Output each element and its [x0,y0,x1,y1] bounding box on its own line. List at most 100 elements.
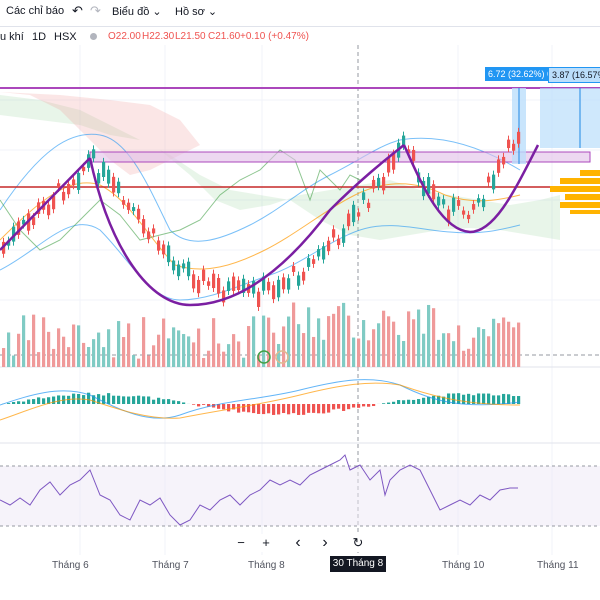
candle [512,143,516,151]
reset-icon[interactable]: ↻ [349,534,367,552]
volume-bar [362,320,366,367]
candle [337,238,341,246]
volume-bar [257,355,261,367]
candle [357,212,361,217]
volume-bar [357,338,361,367]
volume-bar [202,358,206,367]
macd-bar [112,395,116,404]
volume-bar [162,318,166,367]
macd-bar [362,404,366,407]
macd-bar [402,400,406,404]
volume-bar [22,315,26,367]
candle [287,278,291,290]
volume-bar [452,341,456,367]
volume-bar [482,329,486,367]
volume-bar [367,340,371,367]
candle [327,240,331,252]
candle [322,246,326,260]
volume-bar [467,348,471,367]
macd-bar [192,404,196,405]
candle [402,135,406,146]
candle [122,200,126,205]
candle [212,273,216,289]
macd-bar [367,404,371,407]
candle [102,161,106,177]
scroll-left-button[interactable]: ‹ [289,534,307,552]
volume-bar [212,318,216,367]
candle [362,192,366,200]
volume-bar [87,346,91,367]
x-axis-label: Tháng 10 [442,560,485,571]
macd-bar [27,399,31,404]
volume-bar [477,327,481,367]
macd-bar [312,404,316,413]
undo-icon[interactable]: ↶ [72,3,83,18]
candle [462,210,466,215]
volume-bar [442,333,446,367]
macd-bar [292,404,296,414]
indicators-button[interactable]: Các chỉ báo [6,5,65,17]
macd-bar [87,392,91,404]
volume-bar [117,321,121,367]
volume-bar [402,340,406,367]
candle [382,176,386,191]
interval-label[interactable]: 1D [32,31,47,43]
candle [437,196,441,206]
macd-bar [272,404,276,415]
volume-bar [282,326,286,367]
cup-curve [88,144,405,307]
volume-bar [407,311,411,367]
macd-bar [282,404,286,414]
macd-bar [317,404,321,414]
macd-bar [462,394,466,404]
handle-curve [402,144,540,234]
low-value: L21.50 [175,31,206,42]
symbol-name[interactable]: u khí [0,31,24,43]
macd-bar [37,397,41,404]
macd-bar [127,396,131,404]
volume-bar [472,337,476,367]
candle [47,204,51,216]
volume-bar [422,333,426,367]
volume-bar [512,327,516,367]
zoom-in-button[interactable]: + [257,534,275,552]
zoom-out-button[interactable]: − [232,534,250,552]
candle [112,176,116,193]
volume-bar [92,339,96,367]
chart-type-button[interactable]: Biểu đồ ⌄ [112,5,162,18]
macd-bar [17,401,21,404]
volume-bar [237,341,241,367]
candle [312,259,316,264]
macd-bar [352,404,356,408]
candle [132,207,136,212]
candle [117,181,121,194]
candle [457,200,461,206]
lagging-span [0,149,361,251]
volume-bar [297,324,301,367]
candle [177,264,181,277]
candle [82,166,86,172]
volume-bar [47,331,51,367]
candle [237,280,241,290]
close-value: C21.60 [208,31,241,42]
candle [172,260,176,271]
candlestick-series [2,127,521,311]
candle [347,213,351,227]
candle [187,261,191,277]
volume-bar [2,348,6,367]
candle [7,240,11,246]
macd-bar [132,396,136,404]
profile-button[interactable]: Hồ sơ ⌄ [175,5,217,18]
candle [147,231,151,240]
scroll-right-button[interactable]: › [316,534,334,552]
candle [317,249,321,257]
macd-bar [47,397,51,404]
x-axis-label: Tháng 7 [152,560,189,571]
candle [137,208,141,220]
macd-bar [327,404,331,413]
candle [227,281,231,291]
macd-bar [392,401,396,404]
redo-icon[interactable]: ↷ [90,3,101,18]
volume-bar [62,336,66,367]
